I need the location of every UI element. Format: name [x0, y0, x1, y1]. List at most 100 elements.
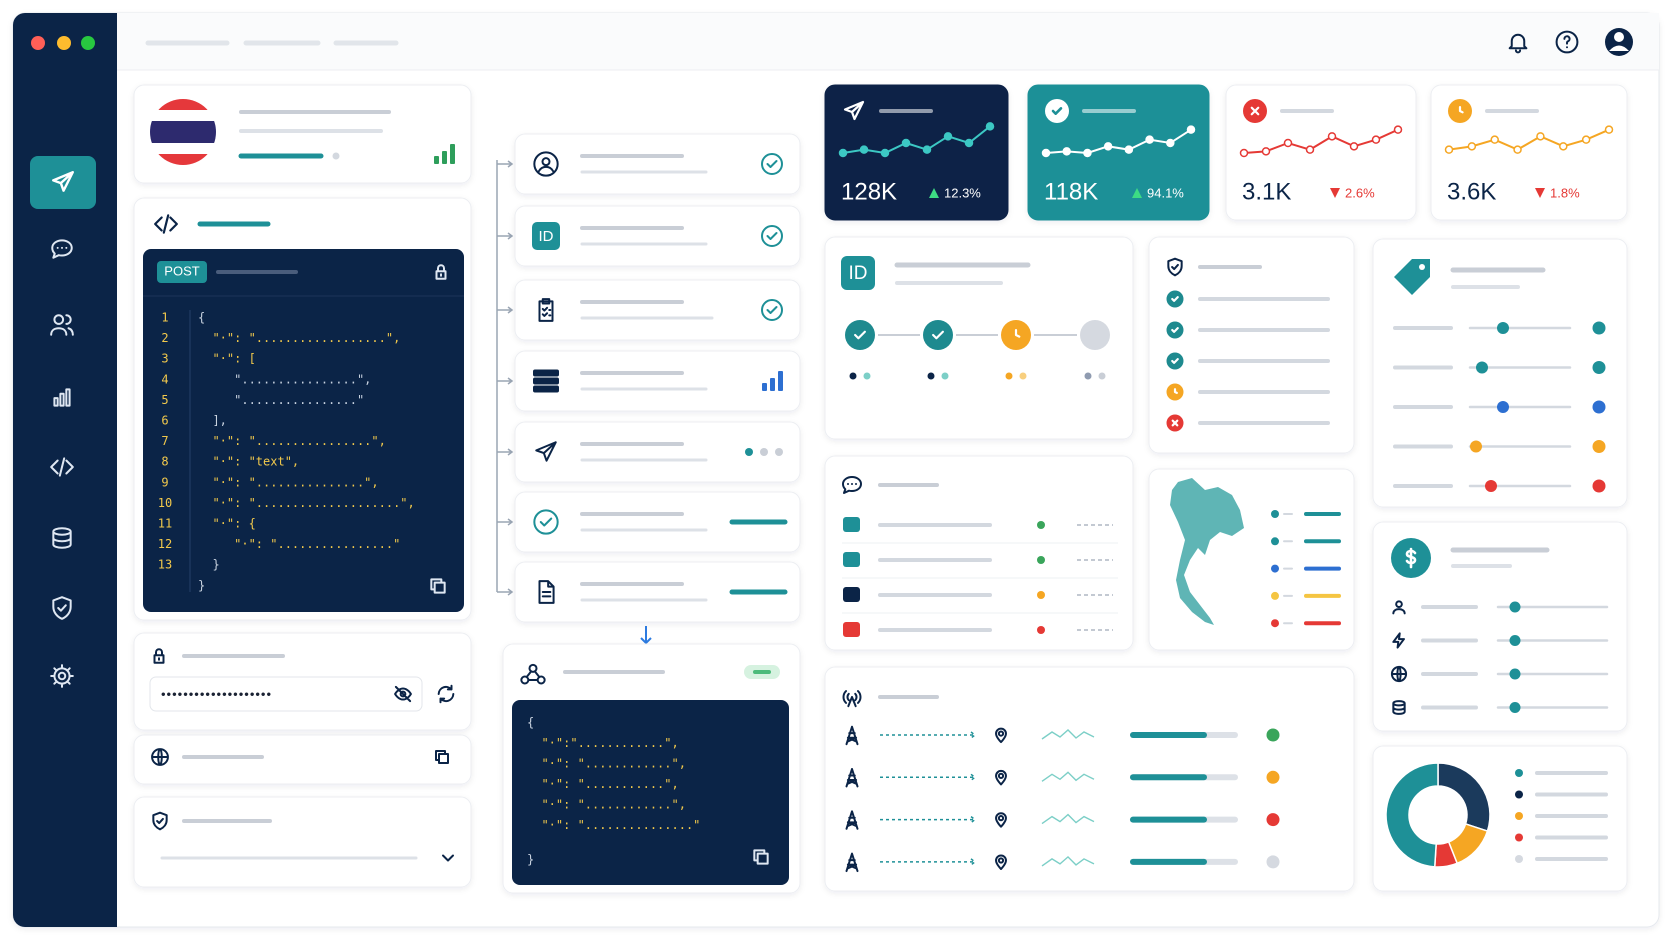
code-line: }	[198, 578, 205, 592]
nav-send[interactable]	[53, 172, 73, 190]
icon-path	[996, 856, 1006, 869]
slider-knob[interactable]	[1497, 322, 1509, 334]
slider-knob[interactable]	[1485, 480, 1497, 492]
slider-knob[interactable]	[1497, 401, 1509, 413]
nav-code[interactable]	[51, 458, 73, 475]
slider-knob[interactable]	[1470, 440, 1482, 453]
stat-change: 1.8%	[1550, 185, 1580, 200]
tower-icon	[847, 727, 858, 744]
sidebar	[13, 13, 117, 927]
icon-path	[431, 579, 444, 592]
line-number: 1	[161, 311, 168, 325]
line-number: 13	[158, 558, 172, 572]
route-arrow	[880, 816, 977, 824]
flag-stripe	[150, 110, 216, 121]
nav-db[interactable]	[53, 528, 70, 548]
copy-button[interactable]	[431, 579, 444, 592]
copy-button[interactable]	[436, 751, 448, 763]
icon-path	[1172, 297, 1178, 301]
nav-chat[interactable]	[52, 240, 72, 257]
up-arrow	[929, 188, 939, 198]
signal-bar	[778, 371, 783, 391]
dot	[745, 448, 753, 456]
line-number: 11	[158, 517, 172, 531]
code-line: "·":"............",	[527, 736, 679, 750]
icon-path	[996, 729, 1006, 742]
icon-path	[540, 581, 554, 603]
flag-stripe	[150, 154, 216, 165]
server-rack	[533, 377, 559, 385]
slider-knob[interactable]	[1509, 601, 1521, 613]
sparkline-point	[1559, 142, 1568, 151]
stat-change: 94.1%	[1147, 185, 1184, 200]
dot	[1515, 812, 1523, 820]
nav-gear[interactable]	[51, 665, 73, 687]
slider-knob[interactable]	[1509, 668, 1521, 680]
sparkline-point	[1581, 135, 1591, 144]
dot	[1019, 372, 1027, 380]
line-number: 2	[161, 331, 168, 345]
slider-knob[interactable]	[1509, 702, 1521, 713]
signal-bar	[434, 156, 439, 164]
flow-step	[514, 279, 801, 341]
help[interactable]	[1557, 32, 1578, 53]
icon-path	[1557, 32, 1578, 53]
slider-knob[interactable]	[1509, 635, 1521, 646]
icon-path	[521, 665, 544, 684]
flow-step	[514, 133, 801, 195]
password-input[interactable]	[149, 676, 423, 712]
bolt-icon	[1393, 633, 1404, 647]
card	[824, 455, 1134, 651]
icon-path	[1393, 633, 1404, 647]
nav-shield[interactable]	[53, 597, 70, 619]
dot	[1271, 537, 1279, 546]
code-panel	[143, 249, 464, 612]
notifications[interactable]	[1510, 35, 1527, 53]
webhook-icon	[521, 665, 544, 684]
id-badge	[532, 222, 560, 250]
sparkline-point	[1604, 125, 1614, 134]
message-icon	[843, 517, 860, 532]
sparkline-point	[838, 148, 848, 158]
icon-path	[439, 686, 454, 703]
code-line: "·": "...............",	[198, 475, 379, 489]
icon-path	[762, 300, 782, 320]
dot	[1592, 479, 1606, 493]
dropdown[interactable]	[443, 856, 453, 861]
window-control	[81, 36, 95, 50]
code-line: "·": "..................",	[198, 331, 400, 345]
card	[1372, 238, 1628, 508]
nav-users[interactable]	[51, 315, 73, 335]
sparkline-point	[922, 145, 932, 154]
window-control	[31, 36, 45, 50]
route-arrow	[880, 773, 977, 781]
sparkline-point	[1166, 138, 1175, 148]
nav-bars[interactable]	[54, 389, 69, 405]
icon-path	[762, 154, 782, 174]
clock-icon	[1460, 107, 1463, 112]
line-number: 10	[158, 496, 172, 510]
toggle-visibility[interactable]	[395, 687, 411, 701]
copy-button[interactable]	[754, 850, 767, 863]
connector-arrow	[497, 377, 514, 385]
server-rack	[533, 369, 559, 377]
code-line: "·": "...........",	[527, 777, 679, 791]
id-badge	[841, 256, 875, 290]
tower-icon	[847, 854, 858, 871]
sparkline-point	[880, 148, 890, 158]
check-icon	[1053, 108, 1061, 113]
dot	[1515, 855, 1523, 863]
signal-bar	[450, 144, 455, 164]
pin-icon	[996, 771, 1006, 784]
connector-arrow	[497, 518, 514, 526]
slider-knob[interactable]	[1476, 361, 1488, 374]
check-icon	[1172, 297, 1178, 301]
lock-icon	[437, 265, 446, 279]
dollar-icon	[1407, 549, 1415, 567]
icon-path	[536, 442, 556, 460]
sparkline-point	[1393, 125, 1403, 134]
connector-arrow	[497, 448, 514, 456]
card	[133, 734, 472, 785]
shield-icon	[153, 813, 166, 830]
regenerate[interactable]	[439, 686, 454, 703]
